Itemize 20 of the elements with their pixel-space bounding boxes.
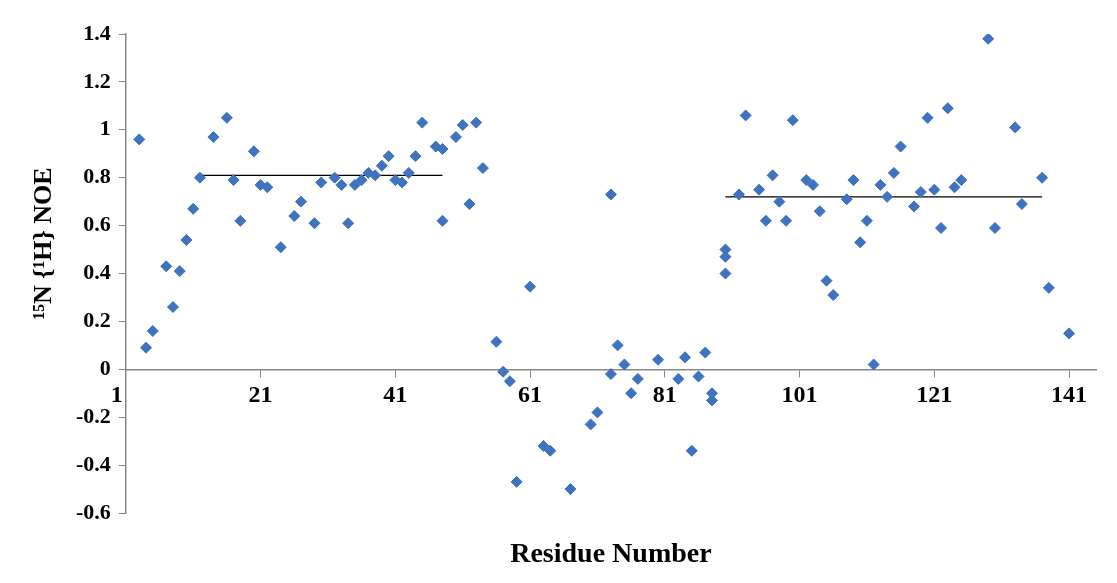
y-tick-label: -0.6 [76,498,111,524]
y-axis-title: ¹⁵N {¹H} NOE [27,167,57,320]
x-tick-label: 41 [383,380,408,407]
y-tick-label: 1 [99,115,111,141]
y-tick-label: 1.4 [83,19,111,45]
x-tick-label: 61 [518,380,543,407]
y-tick-label: 1.2 [83,67,111,93]
y-tick-label: -0.4 [76,450,111,476]
x-tick-label: 121 [916,380,953,407]
y-tick-label: 0.4 [83,259,111,285]
x-tick-label: 21 [248,380,273,407]
x-tick-label: 141 [1051,380,1088,407]
y-tick-label: 0.8 [83,163,111,189]
y-tick-label: 0 [99,354,111,380]
x-axis-title: Residue Number [510,537,712,569]
y-tick-label: 0.2 [83,307,111,333]
y-tick-label: 0.6 [83,211,111,237]
x-tick-label: 81 [652,380,677,407]
x-tick-label: 101 [781,380,818,407]
y-tick-label: -0.2 [76,402,111,428]
